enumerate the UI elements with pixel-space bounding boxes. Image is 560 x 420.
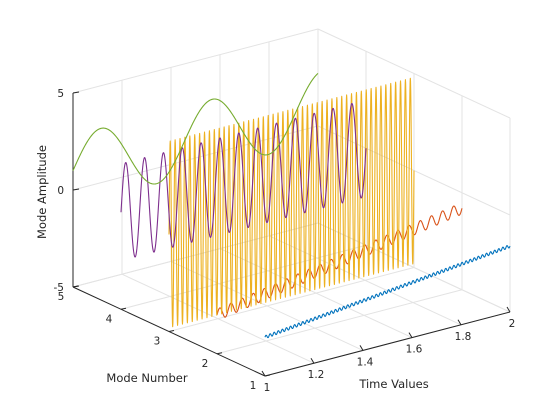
x-tick-mark (310, 357, 315, 364)
x-tick-label: 1.8 (455, 331, 472, 343)
z-tick-mark (72, 285, 80, 288)
y-axis-label: Mode Number (106, 371, 187, 385)
x-tick-mark (408, 332, 413, 338)
x-tick-mark (261, 370, 266, 377)
grid-line-floor-y (168, 267, 415, 332)
y-tick-label: 2 (202, 358, 209, 370)
y-tick-mark (216, 352, 223, 355)
y-tick-label: 4 (106, 313, 113, 325)
x-axis-label: Time Values (358, 377, 428, 391)
x-tick-label: 2 (509, 318, 516, 330)
series-line-mode-1 (264, 245, 511, 339)
series-line-mode-5 (72, 72, 319, 185)
z-tick-label: 5 (57, 88, 64, 100)
y-tick-mark (264, 374, 271, 377)
series-layer (72, 72, 511, 339)
x-axis-line (264, 311, 511, 377)
z-tick-label: 0 (57, 185, 64, 197)
grid-line-floor-y (216, 289, 463, 355)
grid-line-back-z (72, 222, 319, 288)
x-tick-mark (457, 319, 462, 326)
z-tick-label: -5 (54, 282, 64, 294)
series-line-mode-3 (168, 77, 415, 328)
z-tick-mark (72, 91, 80, 94)
x-tick-label: 1 (264, 382, 271, 394)
series-line-mode-4 (120, 103, 367, 258)
y-tick-mark (120, 307, 127, 310)
y-tick-label: 5 (58, 291, 65, 303)
x-tick-mark (506, 306, 511, 313)
y-tick-label: 1 (250, 380, 257, 392)
grid-line-side-z (317, 28, 511, 119)
z-tick-mark (72, 188, 80, 191)
y-tick-mark (168, 330, 175, 332)
x-tick-mark (359, 345, 364, 351)
x-tick-label: 1.4 (357, 356, 374, 368)
x-tick-label: 1.6 (406, 344, 423, 356)
grid-line-back-z (72, 28, 319, 94)
x-tick-label: 1.2 (308, 369, 325, 381)
y-tick-label: 3 (154, 336, 161, 348)
z-axis-label: Mode Amplitude (35, 145, 49, 239)
